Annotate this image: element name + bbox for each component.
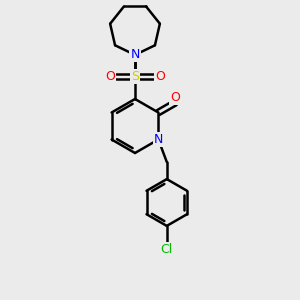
Text: N: N xyxy=(130,48,140,62)
Text: N: N xyxy=(154,133,163,146)
Text: S: S xyxy=(131,70,139,83)
Text: O: O xyxy=(155,70,165,83)
Text: N: N xyxy=(130,48,140,62)
Text: Cl: Cl xyxy=(161,243,173,256)
Text: O: O xyxy=(105,70,115,83)
Text: S: S xyxy=(131,70,139,83)
Text: O: O xyxy=(170,91,180,104)
